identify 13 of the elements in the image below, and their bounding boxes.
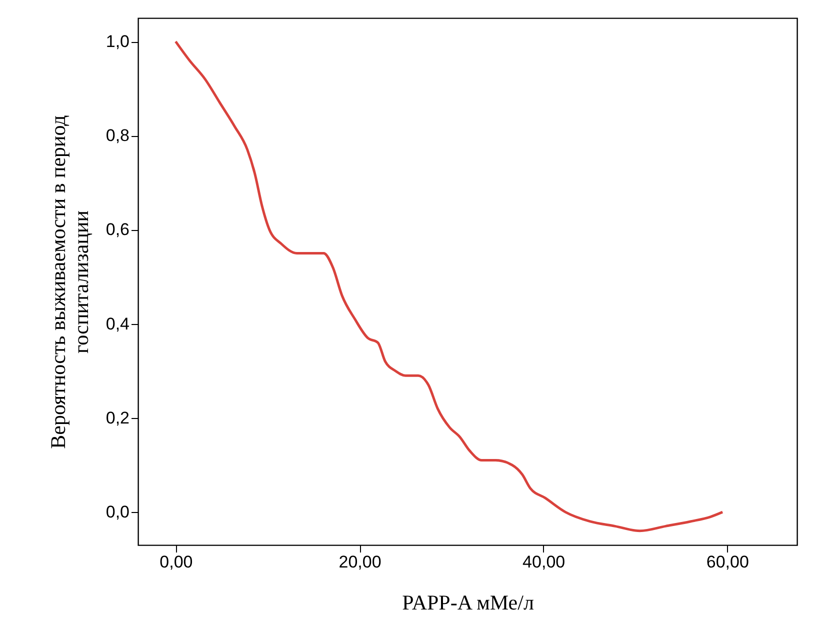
x-tick-label: 20,00	[338, 552, 382, 572]
line-series	[174, 40, 724, 532]
x-tick-label: 0,00	[160, 552, 193, 572]
y-tick-label: 0,2	[106, 408, 130, 428]
x-tick-label: 60,00	[706, 552, 749, 572]
y-tick-label: 0,8	[106, 126, 130, 146]
y-tick-label: 0,4	[106, 314, 130, 334]
y-tick-label: 0,6	[106, 220, 130, 240]
y-axis-title: Вероятность выживаемости в период госпитализации	[46, 114, 93, 449]
x-tick-label: 40,00	[522, 552, 566, 572]
y-tick-label: 0,0	[106, 502, 130, 522]
x-axis-title: PAPP-A мМе/л	[402, 590, 534, 614]
y-tick-label: 1,0	[106, 32, 130, 52]
